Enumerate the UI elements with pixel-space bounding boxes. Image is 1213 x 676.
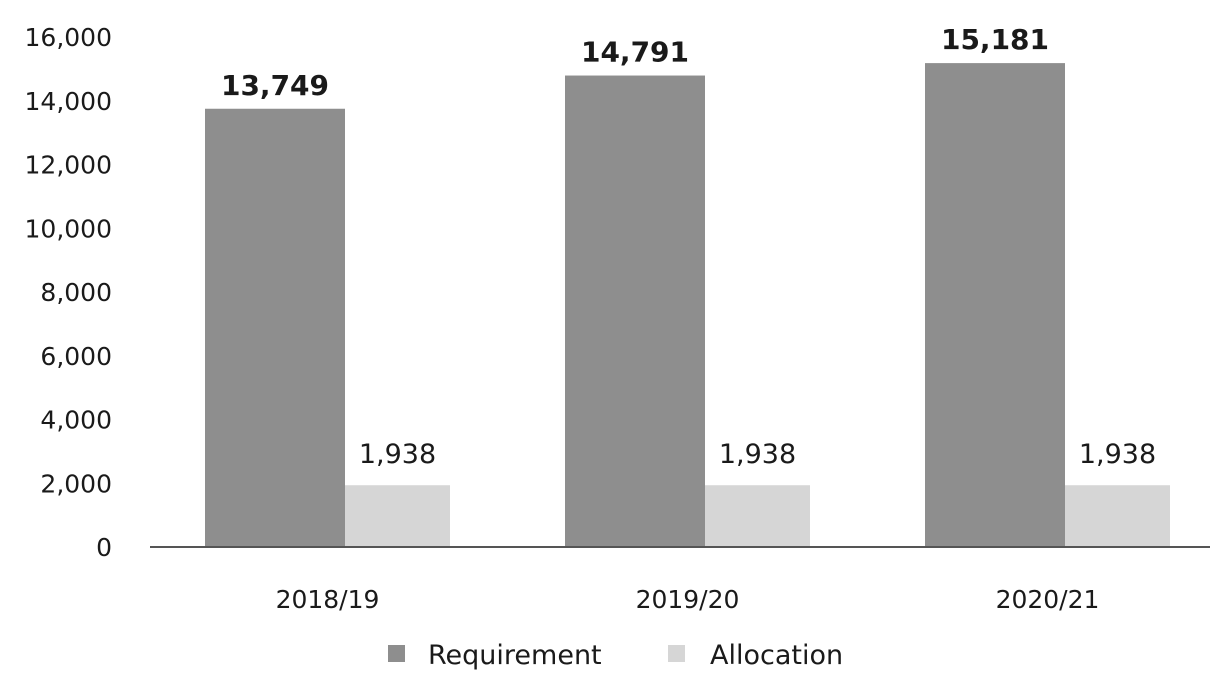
bar-requirement <box>565 75 705 548</box>
legend-label-requirement: Requirement <box>428 640 602 671</box>
y-tick-label: 14,000 <box>25 87 112 116</box>
y-tick-label: 2,000 <box>40 469 112 498</box>
data-label-allocation: 1,938 <box>719 439 796 470</box>
y-tick-label: 6,000 <box>40 342 112 371</box>
data-label-requirement: 14,791 <box>581 36 689 69</box>
x-tick-label: 2018/19 <box>276 585 380 614</box>
y-tick-label: 16,000 <box>25 23 112 52</box>
y-tick-label: 10,000 <box>25 214 112 243</box>
legend-label-allocation: Allocation <box>710 640 843 671</box>
bar-allocation <box>705 485 810 547</box>
y-tick-label: 12,000 <box>25 151 112 180</box>
data-label-requirement: 13,749 <box>221 69 329 102</box>
legend-swatch-allocation <box>668 645 685 662</box>
data-label-allocation: 1,938 <box>359 439 436 470</box>
y-tick-label: 8,000 <box>40 278 112 307</box>
data-label-requirement: 15,181 <box>941 23 1049 56</box>
bar-requirement <box>925 63 1065 548</box>
x-tick-label: 2019/20 <box>636 585 740 614</box>
y-tick-label: 4,000 <box>40 406 112 435</box>
bar-allocation <box>1065 485 1170 547</box>
x-tick-label: 2020/21 <box>996 585 1100 614</box>
y-tick-label: 0 <box>96 533 112 562</box>
legend-swatch-requirement <box>388 645 405 662</box>
bar-allocation <box>345 485 450 547</box>
data-label-allocation: 1,938 <box>1079 439 1156 470</box>
bar-requirement <box>205 108 345 548</box>
